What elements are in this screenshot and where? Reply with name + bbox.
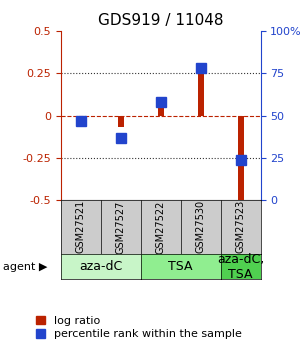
Title: GDS919 / 11048: GDS919 / 11048	[98, 13, 223, 29]
Bar	[238, 116, 244, 204]
Text: aza-dC: aza-dC	[79, 260, 122, 273]
Text: GSM27530: GSM27530	[195, 200, 206, 253]
Bar	[118, 116, 124, 127]
Text: GSM27521: GSM27521	[75, 200, 86, 254]
Text: GSM27527: GSM27527	[115, 200, 126, 254]
Legend: log ratio, percentile rank within the sample: log ratio, percentile rank within the sa…	[36, 316, 241, 339]
Text: GSM27523: GSM27523	[235, 200, 246, 254]
Text: GSM27522: GSM27522	[155, 200, 166, 254]
Text: aza-dC,
TSA: aza-dC, TSA	[217, 253, 264, 280]
Bar	[198, 70, 204, 116]
Bar	[158, 99, 164, 116]
Text: agent ▶: agent ▶	[3, 262, 47, 272]
Text: TSA: TSA	[168, 260, 193, 273]
